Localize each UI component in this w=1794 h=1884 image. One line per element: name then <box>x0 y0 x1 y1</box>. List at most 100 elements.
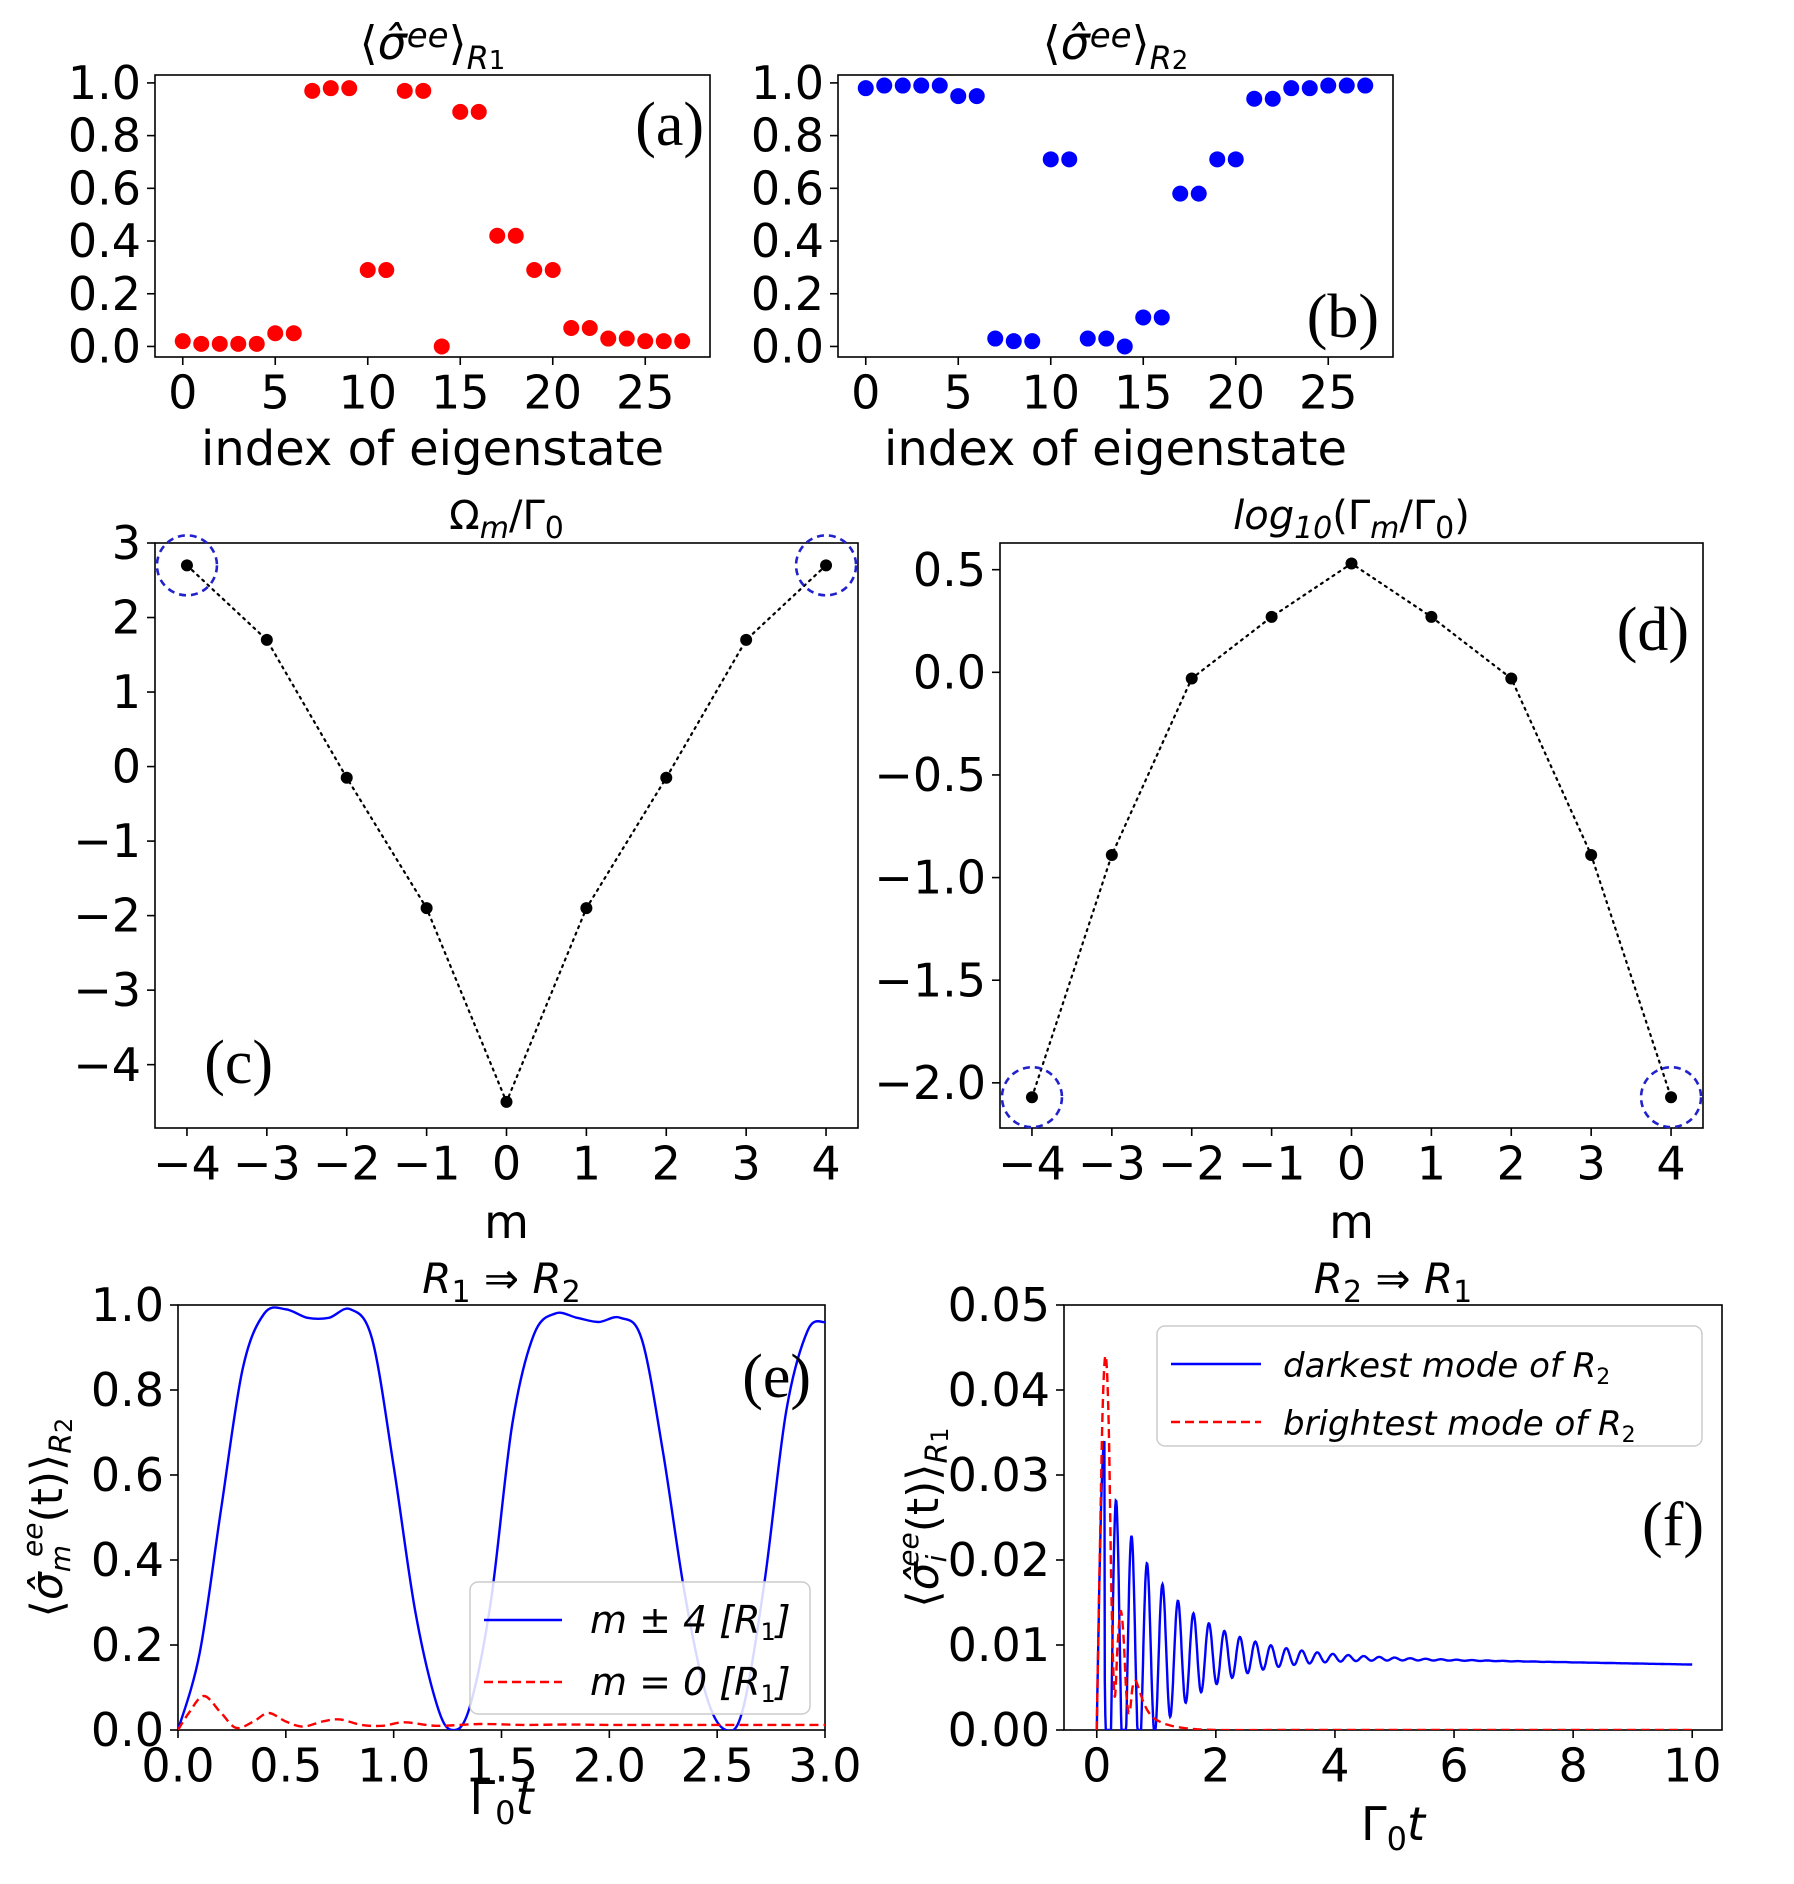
x-tick-label: 4 <box>811 1136 840 1190</box>
x-tick-label: 1.0 <box>357 1738 430 1792</box>
x-tick-label: 1 <box>1417 1136 1446 1190</box>
data-point <box>563 320 580 337</box>
data-point <box>1227 151 1244 168</box>
data-point <box>1005 333 1022 350</box>
data-point <box>507 227 524 244</box>
data-point <box>322 80 339 97</box>
x-tick-label: 2 <box>1497 1136 1526 1190</box>
x-tick-label: 10 <box>338 365 397 419</box>
data-point <box>950 88 967 105</box>
series-line <box>185 564 828 1105</box>
x-tick-label: 3 <box>1577 1136 1606 1190</box>
data-point <box>1185 672 1198 685</box>
data-point <box>544 262 561 279</box>
y-tick-label: −1.5 <box>874 953 986 1007</box>
y-tick-label: 1.0 <box>68 56 141 110</box>
panel-b: 0 5 10 15 20 25 0.00.20.40.60.81.0 ⟨σ̂ee⟩R2 inde… <box>751 16 1394 477</box>
data-point <box>1190 185 1207 202</box>
data-point <box>304 82 321 99</box>
data-point <box>600 330 617 347</box>
data-point <box>655 333 672 350</box>
y-tick-label: 0.6 <box>68 161 141 215</box>
highlight-circle <box>155 534 219 597</box>
data-point <box>1246 90 1263 107</box>
series-line <box>1095 1440 1693 1730</box>
y-tick-label: −1 <box>73 814 141 868</box>
x-tick-label: 0.5 <box>249 1738 322 1792</box>
y-tick-label: 0.8 <box>751 109 824 163</box>
y-tick-label: 0.02 <box>948 1533 1050 1587</box>
x-tick-label: −2 <box>1158 1136 1226 1190</box>
data-point <box>1116 338 1133 355</box>
data-point <box>340 771 353 784</box>
x-axis-label: index of eigenstate <box>201 421 664 477</box>
y-tick-label: 0.4 <box>91 1533 164 1587</box>
chart-title: log10(Γm/Γ0) <box>1233 493 1470 546</box>
x-tick-label: 4 <box>1320 1738 1349 1792</box>
data-point <box>1264 90 1281 107</box>
data-point <box>1301 80 1318 97</box>
y-tick-label: −2.0 <box>874 1056 986 1110</box>
data-point <box>660 771 673 784</box>
series-line <box>178 1306 825 1730</box>
legend-label: m ± 4 [R1] <box>590 1598 791 1646</box>
legend: darkest mode of R2 brightest mode of R2 <box>1156 1325 1703 1448</box>
legend-label: darkest mode of R2 <box>1283 1346 1610 1390</box>
x-tick-label: 5 <box>944 365 973 419</box>
y-tick-label: 0.0 <box>68 320 141 374</box>
x-axis-label: m <box>484 1195 529 1249</box>
y-tick-label: −3 <box>73 963 141 1017</box>
data-point <box>230 335 247 352</box>
data-point <box>248 335 265 352</box>
y-tick-label: 3 <box>112 516 141 570</box>
data-point <box>1338 77 1355 94</box>
data-point <box>820 559 833 572</box>
data-point <box>359 262 376 279</box>
y-tick-label: 0.2 <box>68 267 141 321</box>
x-tick-label: 3.0 <box>788 1738 861 1792</box>
data-point <box>1135 309 1152 326</box>
x-tick-label: 15 <box>1114 365 1173 419</box>
x-tick-label: 0 <box>168 365 197 419</box>
y-tick-label: 0.8 <box>91 1363 164 1417</box>
data-point <box>876 77 893 94</box>
chart-title: ⟨σ̂ee⟩R2 <box>1043 16 1189 77</box>
y-tick-label: −0.5 <box>874 748 986 802</box>
x-tick-label: 4 <box>1656 1136 1685 1190</box>
data-point <box>1505 672 1518 685</box>
panel-label: (c) <box>204 1029 273 1097</box>
y-tick-label: 0.6 <box>751 161 824 215</box>
y-tick-label: 0.8 <box>68 109 141 163</box>
series-line <box>1095 1354 1693 1730</box>
legend-box <box>1156 1325 1703 1447</box>
x-axis-label: Γ0t <box>469 1771 535 1832</box>
y-tick-label: 0.4 <box>751 214 824 268</box>
x-tick-label: 10 <box>1663 1738 1722 1792</box>
y-tick-label: 1 <box>112 665 141 719</box>
data-point <box>1209 151 1226 168</box>
data-point <box>378 262 395 279</box>
data-point <box>489 227 506 244</box>
x-tick-label: 0.0 <box>141 1738 214 1792</box>
panel-f: 0 2 4 6 8 10 0.00 0.01 0.02 0.03 0.04 0.05 R2 ⇒ R1 Γ0… <box>892 1254 1723 1858</box>
x-tick-label: 0 <box>492 1136 521 1190</box>
data-point <box>260 633 273 646</box>
x-tick-label: 25 <box>1299 365 1358 419</box>
y-tick-label: −1.0 <box>874 851 986 905</box>
data-point <box>894 77 911 94</box>
y-tick-label: 0.03 <box>948 1448 1050 1502</box>
data-point <box>1042 151 1059 168</box>
y-tick-label: 0.0 <box>751 320 824 374</box>
y-tick-label: −4 <box>73 1038 141 1092</box>
data-point <box>1098 330 1115 347</box>
data-point <box>470 103 487 120</box>
data-point <box>968 88 985 105</box>
data-point <box>193 335 210 352</box>
data-point <box>180 559 193 572</box>
y-tick-label: 0.2 <box>91 1618 164 1672</box>
plot-frame <box>154 74 711 358</box>
data-point <box>637 333 654 350</box>
y-tick-label: 0.05 <box>948 1278 1050 1332</box>
